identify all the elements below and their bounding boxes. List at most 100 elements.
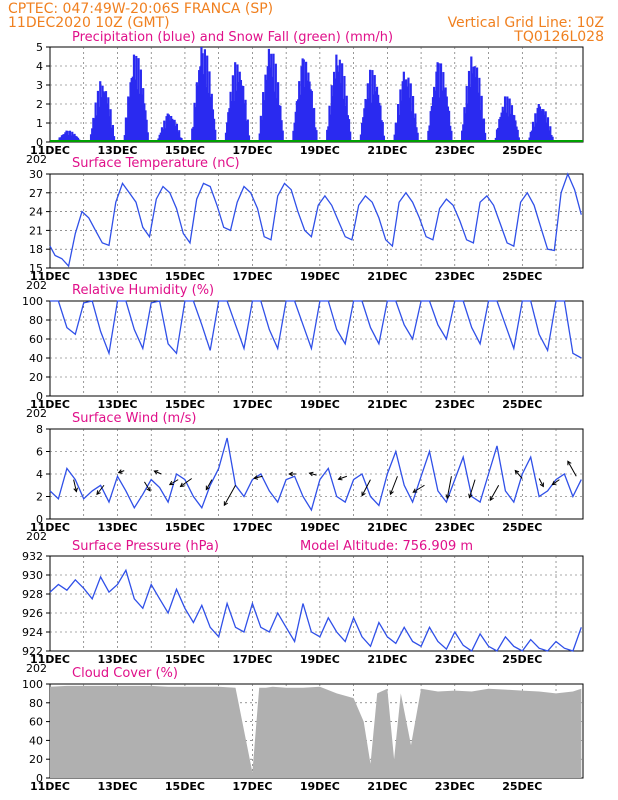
precip-bar <box>475 67 479 142</box>
precip-bar <box>179 137 182 142</box>
wind-arrow-head <box>288 471 294 477</box>
model-altitude: Model Altitude: 756.909 m <box>300 539 473 554</box>
precip-bar <box>296 99 300 142</box>
precip-bar <box>477 92 480 142</box>
precip-bar <box>89 134 93 142</box>
precip-bar <box>232 101 236 142</box>
precip-bar <box>314 127 317 142</box>
precip-bar <box>335 54 338 142</box>
precip-bar <box>513 115 516 142</box>
x-tick-label: 23DEC <box>435 398 475 411</box>
precip-bar <box>260 119 264 142</box>
precip-bar <box>441 90 444 142</box>
precip-bar <box>461 130 464 142</box>
precip-bar <box>434 90 437 142</box>
x-tick-label: 19DEC <box>300 270 340 283</box>
precip-bar <box>204 87 208 142</box>
precip-bar <box>207 92 210 142</box>
precip-bar <box>307 72 310 142</box>
precip-bar <box>515 126 518 142</box>
y-tick-label: 4 <box>36 468 43 481</box>
y-tick-label: 6 <box>36 446 43 459</box>
precip-bar <box>237 82 240 142</box>
precip-bar <box>410 111 414 142</box>
precip-bar <box>176 132 180 142</box>
precip-bar <box>306 80 309 142</box>
precip-bar <box>203 49 206 142</box>
precip-bar <box>415 127 418 142</box>
precip-bar <box>238 71 241 142</box>
precip-bar <box>342 98 345 142</box>
precip-bar <box>267 48 271 142</box>
precip-bar <box>95 115 98 142</box>
panel-cloud: 0 20 40 60 80 100 11DEC 13DEC 15DEC 17DEC 19DEC 21D… <box>22 666 584 793</box>
precip-bar <box>516 129 519 142</box>
precip-bar <box>292 130 295 142</box>
precip-bar <box>301 58 304 142</box>
precip-bar <box>65 130 68 142</box>
precip-bar <box>63 134 66 142</box>
precip-bar <box>431 97 435 142</box>
precip-bar <box>346 115 349 142</box>
precip-bar <box>401 81 404 142</box>
precip-bar <box>541 109 544 142</box>
precip-bar <box>263 100 266 142</box>
wind-arrow <box>180 478 192 487</box>
wind-arrow <box>361 479 371 496</box>
x-tick-label: 15DEC <box>165 653 205 666</box>
precip-bar <box>462 124 465 142</box>
precip-bar <box>480 95 483 142</box>
precip-bar <box>132 54 136 142</box>
precip-bar <box>509 113 512 142</box>
precip-bar <box>97 106 101 142</box>
wind-arrow <box>144 481 151 492</box>
precip-bar <box>201 53 204 142</box>
precip-bar <box>271 76 274 142</box>
panel-frame <box>49 173 584 269</box>
precip-bar <box>91 128 94 142</box>
precip-bar <box>545 122 548 142</box>
wind-arrow <box>489 485 500 501</box>
precip-bar <box>174 125 177 142</box>
precip-bar <box>270 53 273 143</box>
precip-bar <box>311 108 315 142</box>
precip-bar <box>339 83 343 142</box>
precip-bar <box>430 106 433 142</box>
y-tick-label: 0 <box>36 390 43 403</box>
wind-arrow <box>154 470 162 475</box>
precip-bar <box>131 76 134 142</box>
precip-bar <box>124 117 128 142</box>
precip-bar <box>507 116 510 142</box>
precip-bar <box>99 81 102 142</box>
precip-bar <box>239 79 243 142</box>
precip-bar <box>439 63 443 142</box>
precip-bar <box>272 53 275 142</box>
x-tick-label: 23DEC <box>435 780 475 793</box>
precip-bar <box>463 107 466 142</box>
precip-bar <box>371 70 374 142</box>
precip-bar <box>173 119 176 142</box>
precip-bar <box>164 128 167 142</box>
precip-bar <box>104 91 108 142</box>
precip-bar <box>246 119 249 142</box>
x-tick-label: 15DEC <box>165 270 205 283</box>
wind-arrow <box>567 461 577 477</box>
precip-bar <box>414 113 417 142</box>
precip-bar <box>128 97 131 142</box>
precip-bar <box>146 132 149 142</box>
wind-arrow-head <box>567 460 572 466</box>
precip-bar <box>175 123 179 142</box>
precip-bar <box>370 102 373 142</box>
precip-bar <box>136 89 139 142</box>
precip-bar <box>158 134 161 142</box>
precip-bar <box>365 99 368 142</box>
precip-bar <box>349 131 352 142</box>
precip-bar <box>208 71 211 142</box>
precip-bar <box>68 130 72 142</box>
precip-bar <box>195 82 198 142</box>
precip-bar <box>445 96 448 142</box>
y-tick-label: 20 <box>29 753 43 766</box>
pressure-series-line <box>49 568 582 652</box>
precip-bar <box>395 123 399 142</box>
panel-title: Relative Humidity (%) <box>72 283 214 298</box>
